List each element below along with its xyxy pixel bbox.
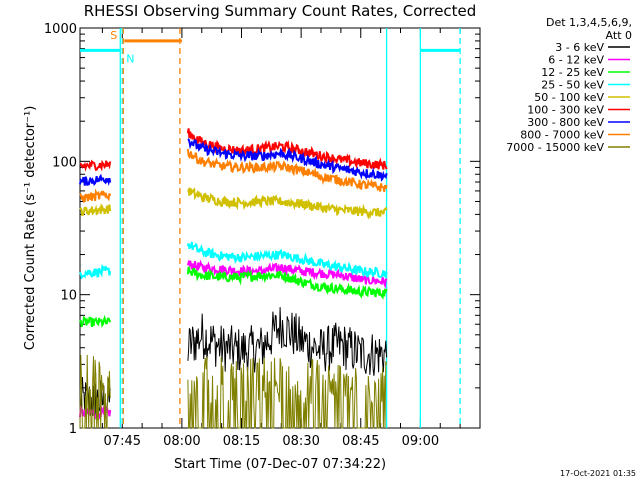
legend-label: 25 - 50 keV [541, 79, 604, 92]
legend-header-line: Det 1,3,4,5,6,9, [546, 16, 632, 29]
legend-label: 12 - 25 keV [541, 66, 604, 79]
series-line [79, 314, 112, 328]
timestamp: 17-Oct-2021 01:35 [560, 469, 636, 478]
legend-label: 300 - 800 keV [527, 116, 604, 129]
legend-header-line: Att 0 [606, 29, 632, 42]
y-tick-label: 100 [52, 155, 77, 170]
x-tick-label: 08:30 [282, 434, 319, 449]
series-line [79, 173, 112, 187]
series-line [79, 354, 111, 429]
series-line [186, 128, 388, 170]
y-tick-label: 10 [60, 289, 77, 304]
flag-label-s: S [110, 29, 117, 42]
y-tick-label: 1000 [44, 22, 77, 37]
legend-label: 6 - 12 keV [548, 54, 604, 67]
plot-area: 1 10 100 1000 07:45 08:00 08:15 08:30 08:45 09:00… [44, 22, 630, 449]
y-axis-label: Corrected Count Rate (s⁻¹ detector⁻¹) [23, 106, 38, 351]
series-line [187, 307, 388, 376]
series-line [186, 148, 388, 192]
x-tick-label: 09:00 [402, 434, 439, 449]
series-line [187, 356, 388, 429]
y-tick-label: 1 [69, 422, 77, 437]
series-line [186, 266, 388, 300]
series-line [186, 259, 388, 290]
legend-label: 800 - 7000 keV [520, 129, 604, 142]
series-line [79, 203, 112, 217]
series-line [186, 241, 388, 279]
chart-title: RHESSI Observing Summary Count Rates, Co… [84, 2, 477, 20]
plot-frame [79, 27, 481, 429]
legend-label: 50 - 100 keV [534, 91, 604, 104]
legend-label: 7000 - 15000 keV [506, 141, 604, 154]
series-line [79, 263, 112, 280]
legend-label: 100 - 300 keV [527, 104, 604, 117]
flag-label-n: N [126, 52, 134, 65]
x-tick-label: 08:00 [163, 434, 200, 449]
legend-label: 3 - 6 keV [555, 41, 604, 54]
series-line [79, 159, 112, 172]
x-axis-label: Start Time (07-Dec-07 07:34:22) [174, 457, 386, 472]
x-tick-label: 08:15 [223, 434, 260, 449]
series-line [187, 138, 388, 182]
series-line [187, 186, 388, 220]
series-line [79, 188, 112, 203]
x-tick-label: 08:45 [342, 434, 379, 449]
x-tick-label: 07:45 [104, 434, 141, 449]
